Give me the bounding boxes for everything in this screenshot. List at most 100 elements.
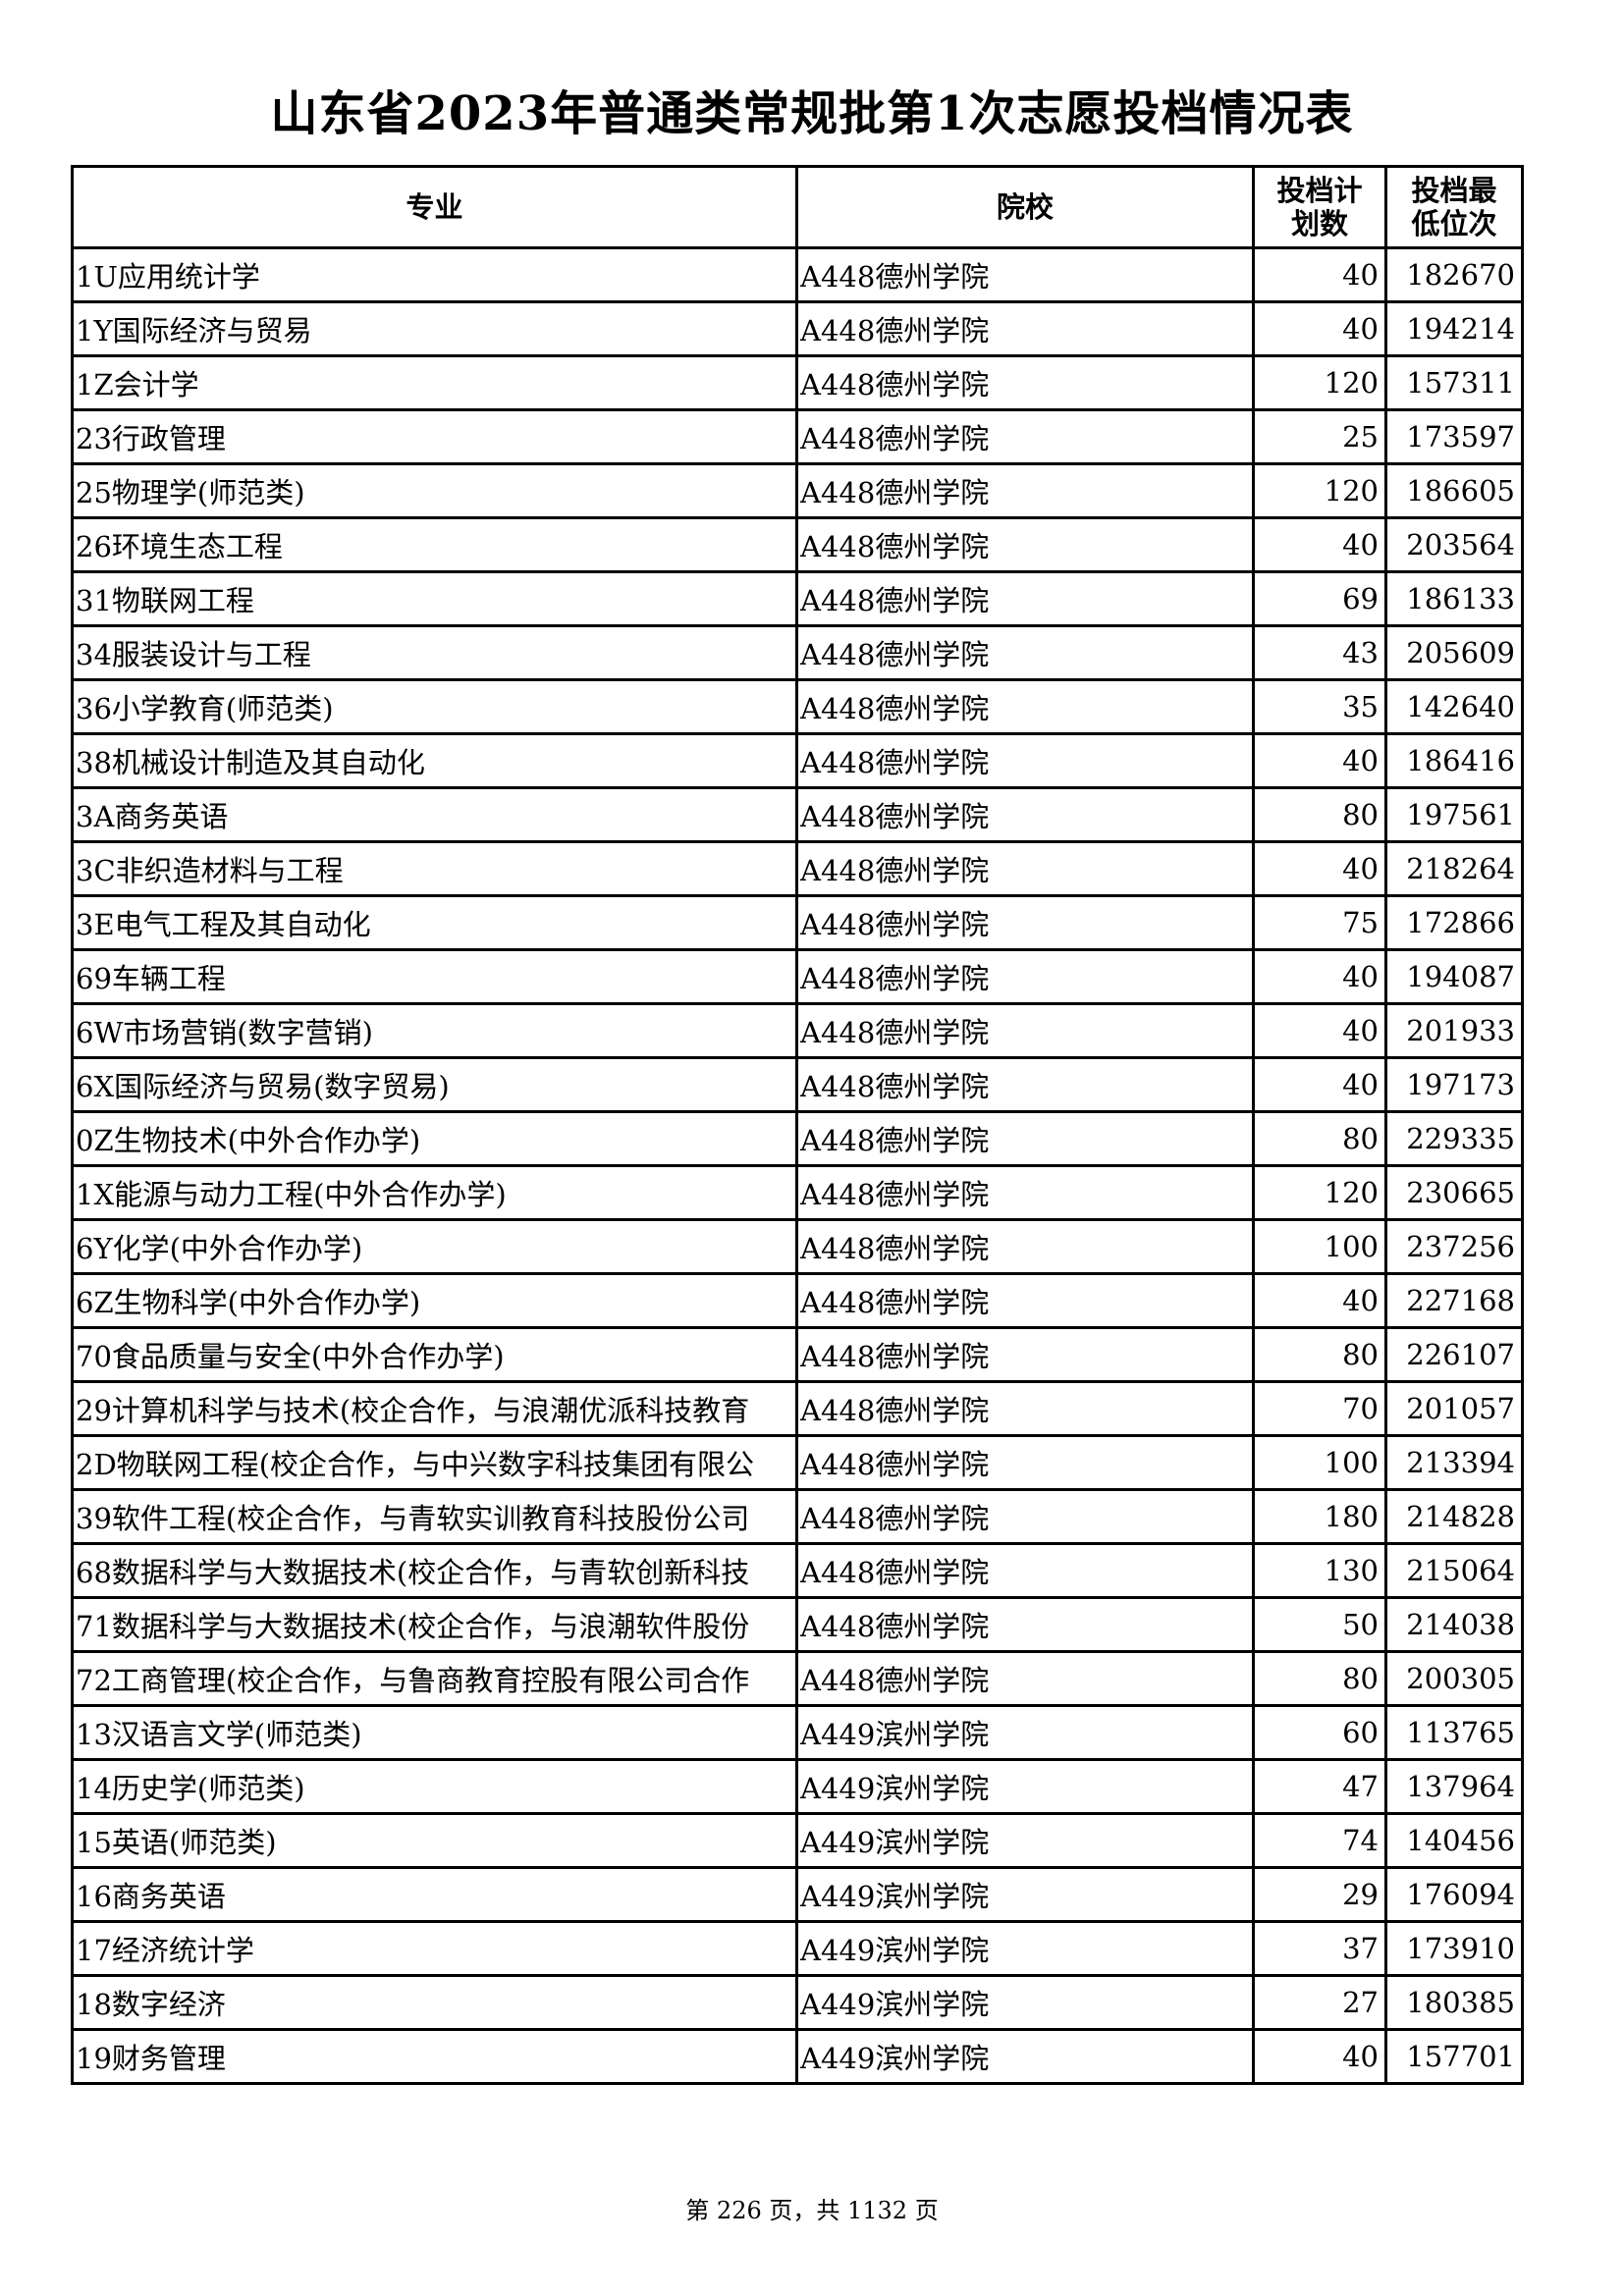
cell-major: 2D物联网工程(校企合作，与中兴数字科技集团有限公	[71, 1434, 798, 1491]
cell-plan: 47	[1252, 1758, 1387, 1815]
table-row: 1X能源与动力工程(中外合作办学) A448德州学院 120 230665	[71, 1164, 1524, 1221]
cell-rank: 137964	[1384, 1758, 1524, 1815]
cell-school: A448德州学院	[795, 516, 1255, 573]
cell-rank: 194087	[1384, 948, 1524, 1005]
cell-plan: 80	[1252, 1650, 1387, 1707]
cell-school: A449滨州学院	[795, 1920, 1255, 1977]
table-row: 17经济统计学 A449滨州学院 37 173910	[71, 1920, 1524, 1977]
cell-school: A448德州学院	[795, 1218, 1255, 1275]
table-header-row: 专业 院校 投档计 划数 投档最 低位次	[71, 165, 1524, 249]
cell-major: 68数据科学与大数据技术(校企合作，与青软创新科技	[71, 1542, 798, 1599]
admission-table: 专业 院校 投档计 划数 投档最 低位次 1U应用统计学 A448德州学院 40 1826…	[71, 165, 1524, 2085]
cell-rank: 194214	[1384, 300, 1524, 357]
header-plan-line1: 投档计	[1276, 174, 1363, 207]
cell-school: A449滨州学院	[795, 1704, 1255, 1761]
cell-rank: 173597	[1384, 408, 1524, 465]
cell-rank: 157701	[1384, 2028, 1524, 2085]
cell-school: A448德州学院	[795, 1272, 1255, 1329]
table-row: 38机械设计制造及其自动化 A448德州学院 40 186416	[71, 732, 1524, 789]
cell-plan: 74	[1252, 1812, 1387, 1869]
table-row: 36小学教育(师范类) A448德州学院 35 142640	[71, 678, 1524, 735]
cell-rank: 182670	[1384, 246, 1524, 303]
cell-major: 6W市场营销(数字营销)	[71, 1002, 798, 1059]
cell-rank: 203564	[1384, 516, 1524, 573]
page-footer: 第 226 页，共 1132 页	[685, 2197, 939, 2224]
cell-major: 25物理学(师范类)	[71, 462, 798, 519]
table-row: 6X国际经济与贸易(数字贸易) A448德州学院 40 197173	[71, 1056, 1524, 1113]
cell-rank: 186605	[1384, 462, 1524, 519]
cell-plan: 40	[1252, 2028, 1387, 2085]
cell-major: 1Y国际经济与贸易	[71, 300, 798, 357]
cell-plan: 80	[1252, 1110, 1387, 1167]
cell-rank: 176094	[1384, 1866, 1524, 1923]
cell-plan: 100	[1252, 1434, 1387, 1491]
cell-plan: 180	[1252, 1488, 1387, 1545]
cell-school: A448德州学院	[795, 678, 1255, 735]
cell-major: 18数字经济	[71, 1974, 798, 2031]
cell-rank: 197561	[1384, 786, 1524, 843]
cell-major: 6X国际经济与贸易(数字贸易)	[71, 1056, 798, 1113]
cell-plan: 100	[1252, 1218, 1387, 1275]
cell-major: 6Z生物科学(中外合作办学)	[71, 1272, 798, 1329]
cell-school: A448德州学院	[795, 624, 1255, 681]
cell-plan: 130	[1252, 1542, 1387, 1599]
cell-plan: 40	[1252, 948, 1387, 1005]
table-row: 0Z生物技术(中外合作办学) A448德州学院 80 229335	[71, 1110, 1524, 1167]
cell-major: 3E电气工程及其自动化	[71, 894, 798, 951]
table-row: 16商务英语 A449滨州学院 29 176094	[71, 1866, 1524, 1923]
cell-school: A448德州学院	[795, 1326, 1255, 1383]
cell-plan: 25	[1252, 408, 1387, 465]
cell-rank: 226107	[1384, 1326, 1524, 1383]
cell-plan: 50	[1252, 1596, 1387, 1653]
cell-major: 6Y化学(中外合作办学)	[71, 1218, 798, 1275]
cell-rank: 142640	[1384, 678, 1524, 735]
cell-major: 0Z生物技术(中外合作办学)	[71, 1110, 798, 1167]
table-row: 26环境生态工程 A448德州学院 40 203564	[71, 516, 1524, 573]
header-plan: 投档计 划数	[1252, 165, 1387, 249]
cell-rank: 227168	[1384, 1272, 1524, 1329]
header-plan-line2: 划数	[1290, 207, 1348, 240]
cell-rank: 229335	[1384, 1110, 1524, 1167]
header-major: 专业	[71, 165, 798, 249]
table-row: 39软件工程(校企合作，与青软实训教育科技股份公司 A448德州学院 180 2148…	[71, 1488, 1524, 1545]
cell-school: A448德州学院	[795, 300, 1255, 357]
cell-plan: 40	[1252, 516, 1387, 573]
table-row: 18数字经济 A449滨州学院 27 180385	[71, 1974, 1524, 2031]
cell-school: A449滨州学院	[795, 1812, 1255, 1869]
cell-school: A448德州学院	[795, 1488, 1255, 1545]
table-row: 70食品质量与安全(中外合作办学) A448德州学院 80 226107	[71, 1326, 1524, 1383]
cell-major: 34服装设计与工程	[71, 624, 798, 681]
cell-rank: 140456	[1384, 1812, 1524, 1869]
table-row: 14历史学(师范类) A449滨州学院 47 137964	[71, 1758, 1524, 1815]
table-row: 69车辆工程 A448德州学院 40 194087	[71, 948, 1524, 1005]
cell-major: 38机械设计制造及其自动化	[71, 732, 798, 789]
cell-plan: 80	[1252, 786, 1387, 843]
table-row: 3E电气工程及其自动化 A448德州学院 75 172866	[71, 894, 1524, 951]
cell-plan: 120	[1252, 1164, 1387, 1221]
cell-major: 1U应用统计学	[71, 246, 798, 303]
cell-plan: 35	[1252, 678, 1387, 735]
table-row: 29计算机科学与技术(校企合作，与浪潮优派科技教育 A448德州学院 70 20105…	[71, 1380, 1524, 1437]
cell-plan: 40	[1252, 1056, 1387, 1113]
cell-major: 39软件工程(校企合作，与青软实训教育科技股份公司	[71, 1488, 798, 1545]
cell-major: 14历史学(师范类)	[71, 1758, 798, 1815]
cell-plan: 80	[1252, 1326, 1387, 1383]
cell-major: 71数据科学与大数据技术(校企合作，与浪潮软件股份	[71, 1596, 798, 1653]
table-row: 1Z会计学 A448德州学院 120 157311	[71, 354, 1524, 411]
cell-rank: 201933	[1384, 1002, 1524, 1059]
cell-school: A448德州学院	[795, 570, 1255, 627]
table-row: 25物理学(师范类) A448德州学院 120 186605	[71, 462, 1524, 519]
cell-rank: 230665	[1384, 1164, 1524, 1221]
table-row: 1U应用统计学 A448德州学院 40 182670	[71, 246, 1524, 303]
cell-rank: 200305	[1384, 1650, 1524, 1707]
cell-school: A448德州学院	[795, 408, 1255, 465]
cell-rank: 214038	[1384, 1596, 1524, 1653]
cell-school: A448德州学院	[795, 1650, 1255, 1707]
table-row: 15英语(师范类) A449滨州学院 74 140456	[71, 1812, 1524, 1869]
cell-plan: 60	[1252, 1704, 1387, 1761]
cell-school: A448德州学院	[795, 1164, 1255, 1221]
cell-rank: 215064	[1384, 1542, 1524, 1599]
cell-plan: 29	[1252, 1866, 1387, 1923]
cell-rank: 186133	[1384, 570, 1524, 627]
cell-school: A449滨州学院	[795, 1866, 1255, 1923]
